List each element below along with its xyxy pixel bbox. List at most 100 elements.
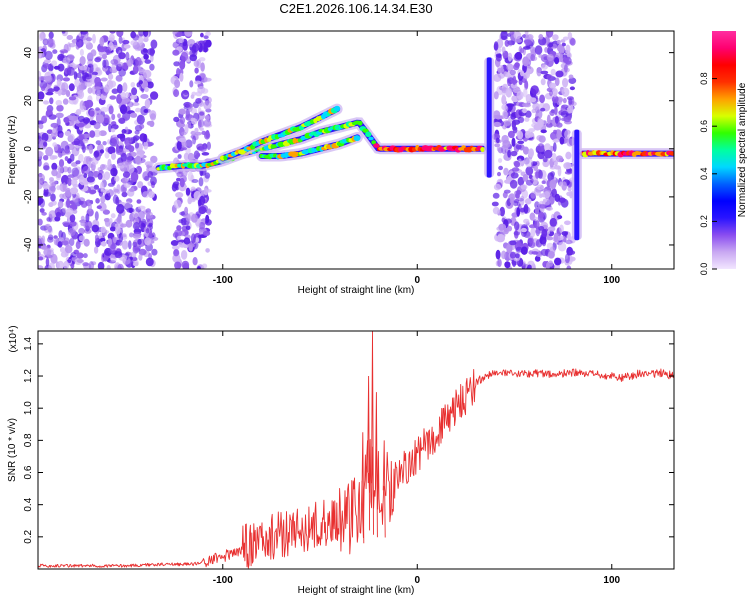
noise-blob [539,94,545,104]
snr-spike [367,375,371,531]
noise-blob [69,238,75,246]
noise-blob [110,59,119,65]
noise-blob [57,241,63,248]
noise-blob [522,56,530,67]
noise-blob [132,233,141,239]
noise-blob [118,68,126,77]
noise-blob [545,31,554,38]
noise-blob [38,32,44,42]
noise-blob [177,241,183,247]
noise-blob [79,48,84,57]
noise-blob [203,119,212,127]
noise-blob [136,114,145,125]
noise-blob [523,203,529,214]
noise-blob [181,260,190,269]
noise-blob [128,240,132,250]
noise-blob [90,49,97,57]
noise-blob [173,116,180,123]
noise-blob [41,211,47,216]
noise-blob [122,82,128,93]
noise-blob [111,152,116,160]
noise-blob [130,40,138,46]
noise-blob [52,128,56,133]
noise-blob [174,79,181,89]
noise-blob [85,99,94,108]
noise-blob [538,102,547,110]
noise-blob [99,149,105,154]
noise-blob [38,151,44,158]
noise-blob [150,91,159,100]
noise-blob [79,105,87,112]
noise-blob [138,36,144,46]
noise-blob [43,100,49,105]
snr-frame [37,330,675,570]
figure-title: C2E1.2026.106.14.34.E30 [279,1,432,16]
noise-blob [137,210,145,220]
noise-blob [541,229,548,238]
noise-blob [78,133,85,141]
noise-blob [562,57,569,63]
noise-blob [187,243,195,249]
noise-blob [82,262,89,267]
noise-blob [84,81,93,87]
noise-blob [120,223,127,228]
noise-blob [94,77,101,85]
y-tick-label: 40 [23,47,34,59]
noise-blob [524,31,529,36]
noise-blob [76,35,80,43]
noise-blob [136,82,141,88]
x-tick-label: 0 [414,575,420,586]
spectrogram-y-axis: -40 -20 0 20 40 [23,47,674,252]
noise-blob [65,187,72,197]
noise-blob [38,256,44,261]
noise-blob [66,35,74,40]
noise-blob [199,195,206,206]
noise-blob [88,202,92,212]
noise-blob [60,140,69,150]
noise-blob [52,142,58,148]
spike-core [574,129,580,241]
noise-blob [550,171,555,177]
noise-blob [540,70,549,75]
noise-blob [523,103,532,108]
noise-blob [38,251,41,257]
noise-blob [57,63,65,72]
y-tick-label: 0.8 [23,433,34,447]
noise-blob [43,191,49,197]
noise-blob [204,131,211,140]
colorbar-label: Normalized spectral amplitude [737,82,748,217]
noise-blob [199,127,204,131]
noise-blob [514,62,520,68]
noise-blob [102,141,107,146]
noise-blob [150,236,159,241]
noise-blob [134,142,140,149]
noise-blob [43,141,48,147]
noise-blob [124,201,132,211]
noise-blob [76,259,84,263]
noise-blob [569,86,576,91]
noise-blob [103,59,109,69]
noise-blob [53,238,59,246]
noise-blob [51,60,58,67]
noise-blob [79,56,86,66]
noise-blob [179,60,186,70]
noise-blob [549,82,557,89]
noise-blob [201,263,208,269]
noise-blob [89,130,96,138]
noise-blob [538,193,543,199]
noise-blob [70,252,77,258]
noise-blob [567,231,571,241]
noise-blob [63,260,69,269]
noise-blob [110,257,117,262]
noise-blob [148,191,155,199]
noise-blob [41,115,48,124]
noise-blob [145,257,154,267]
noise-blob [564,220,571,226]
noise-blob [191,91,197,97]
noise-blob [75,160,81,165]
noise-blob [538,54,543,58]
noise-blob [120,91,126,100]
y-tick-label: 1.2 [23,369,34,383]
noise-blob [135,107,141,113]
trace-blob [357,120,363,126]
